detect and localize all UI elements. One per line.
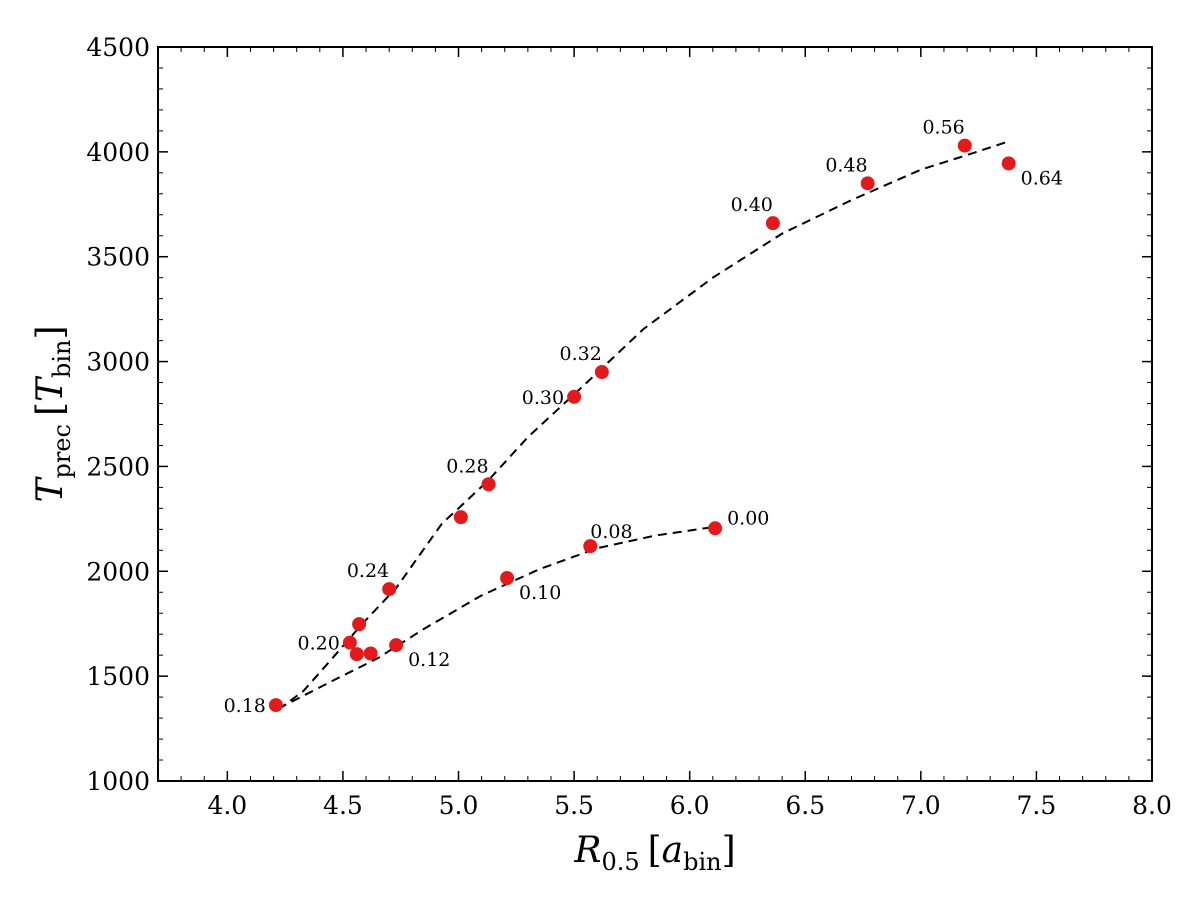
point-label: 0.24: [347, 560, 389, 582]
y-tick-label: 3000: [86, 348, 150, 377]
data-point: [594, 365, 609, 380]
x-tick-label: 4.0: [207, 791, 247, 820]
data-point: [957, 138, 972, 153]
point-label: 0.48: [825, 154, 867, 176]
x-tick-label: 6.0: [670, 791, 710, 820]
point-label: 0.40: [731, 194, 773, 216]
point-label: 0.20: [298, 633, 340, 655]
point-label: 0.18: [224, 695, 266, 717]
x-tick-label: 7.0: [901, 791, 941, 820]
point-label: 0.12: [408, 649, 450, 671]
data-point: [352, 617, 367, 632]
fit-lines: [277, 140, 1010, 711]
y-axis-title: Tprec[Tbin]: [30, 325, 76, 502]
x-tick-label: 7.5: [1017, 791, 1057, 820]
point-label: 0.64: [1021, 167, 1063, 189]
fit-line: [277, 525, 716, 710]
point-label: 0.10: [519, 582, 561, 604]
y-tick-label: 2500: [86, 452, 150, 481]
point-label: 0.28: [446, 455, 488, 477]
data-points: [268, 138, 1016, 713]
data-point: [708, 521, 723, 536]
data-point: [349, 647, 364, 662]
y-tick-label: 2000: [86, 557, 150, 586]
y-tick-label: 1000: [86, 767, 150, 796]
data-point: [342, 635, 357, 650]
fit-line: [277, 140, 1010, 711]
data-point: [382, 582, 397, 597]
point-label: 0.08: [590, 521, 632, 543]
point-label: 0.56: [922, 117, 964, 139]
data-point: [453, 510, 468, 525]
x-tick-label: 8.0: [1132, 791, 1172, 820]
data-point: [481, 477, 496, 492]
plot-frame: [157, 46, 1153, 782]
data-point: [363, 646, 378, 661]
x-tick-label: 4.5: [323, 791, 363, 820]
y-tick-label: 1500: [86, 662, 150, 691]
x-tick-label: 6.5: [785, 791, 825, 820]
y-tick-label: 3500: [86, 243, 150, 272]
x-tick-label: 5.0: [439, 791, 479, 820]
data-point: [1001, 156, 1016, 171]
data-point: [268, 698, 283, 713]
x-tick-label: 5.5: [554, 791, 594, 820]
y-tick-label: 4500: [86, 33, 150, 62]
y-tick-label: 4000: [86, 138, 150, 167]
x-axis-title: R0.5 [abin]: [573, 830, 735, 876]
point-label: 0.30: [522, 387, 564, 409]
data-point: [765, 216, 780, 231]
data-point: [389, 638, 404, 653]
tick-labels: 4.0 4.5 5.0 5.5 6.0 6.5 7.0 7.5 8.0 1000 1500 2000 2…: [86, 33, 1172, 820]
data-point: [500, 570, 515, 585]
data-point: [567, 389, 582, 404]
point-labels: 0.00 0.08 0.10 0.12 0.18 0.20 0.24 0.28 0.30 0.32…: [224, 117, 1063, 718]
data-point: [583, 539, 598, 554]
point-label: 0.32: [560, 343, 602, 365]
point-label: 0.00: [727, 507, 769, 529]
data-point: [860, 176, 875, 191]
